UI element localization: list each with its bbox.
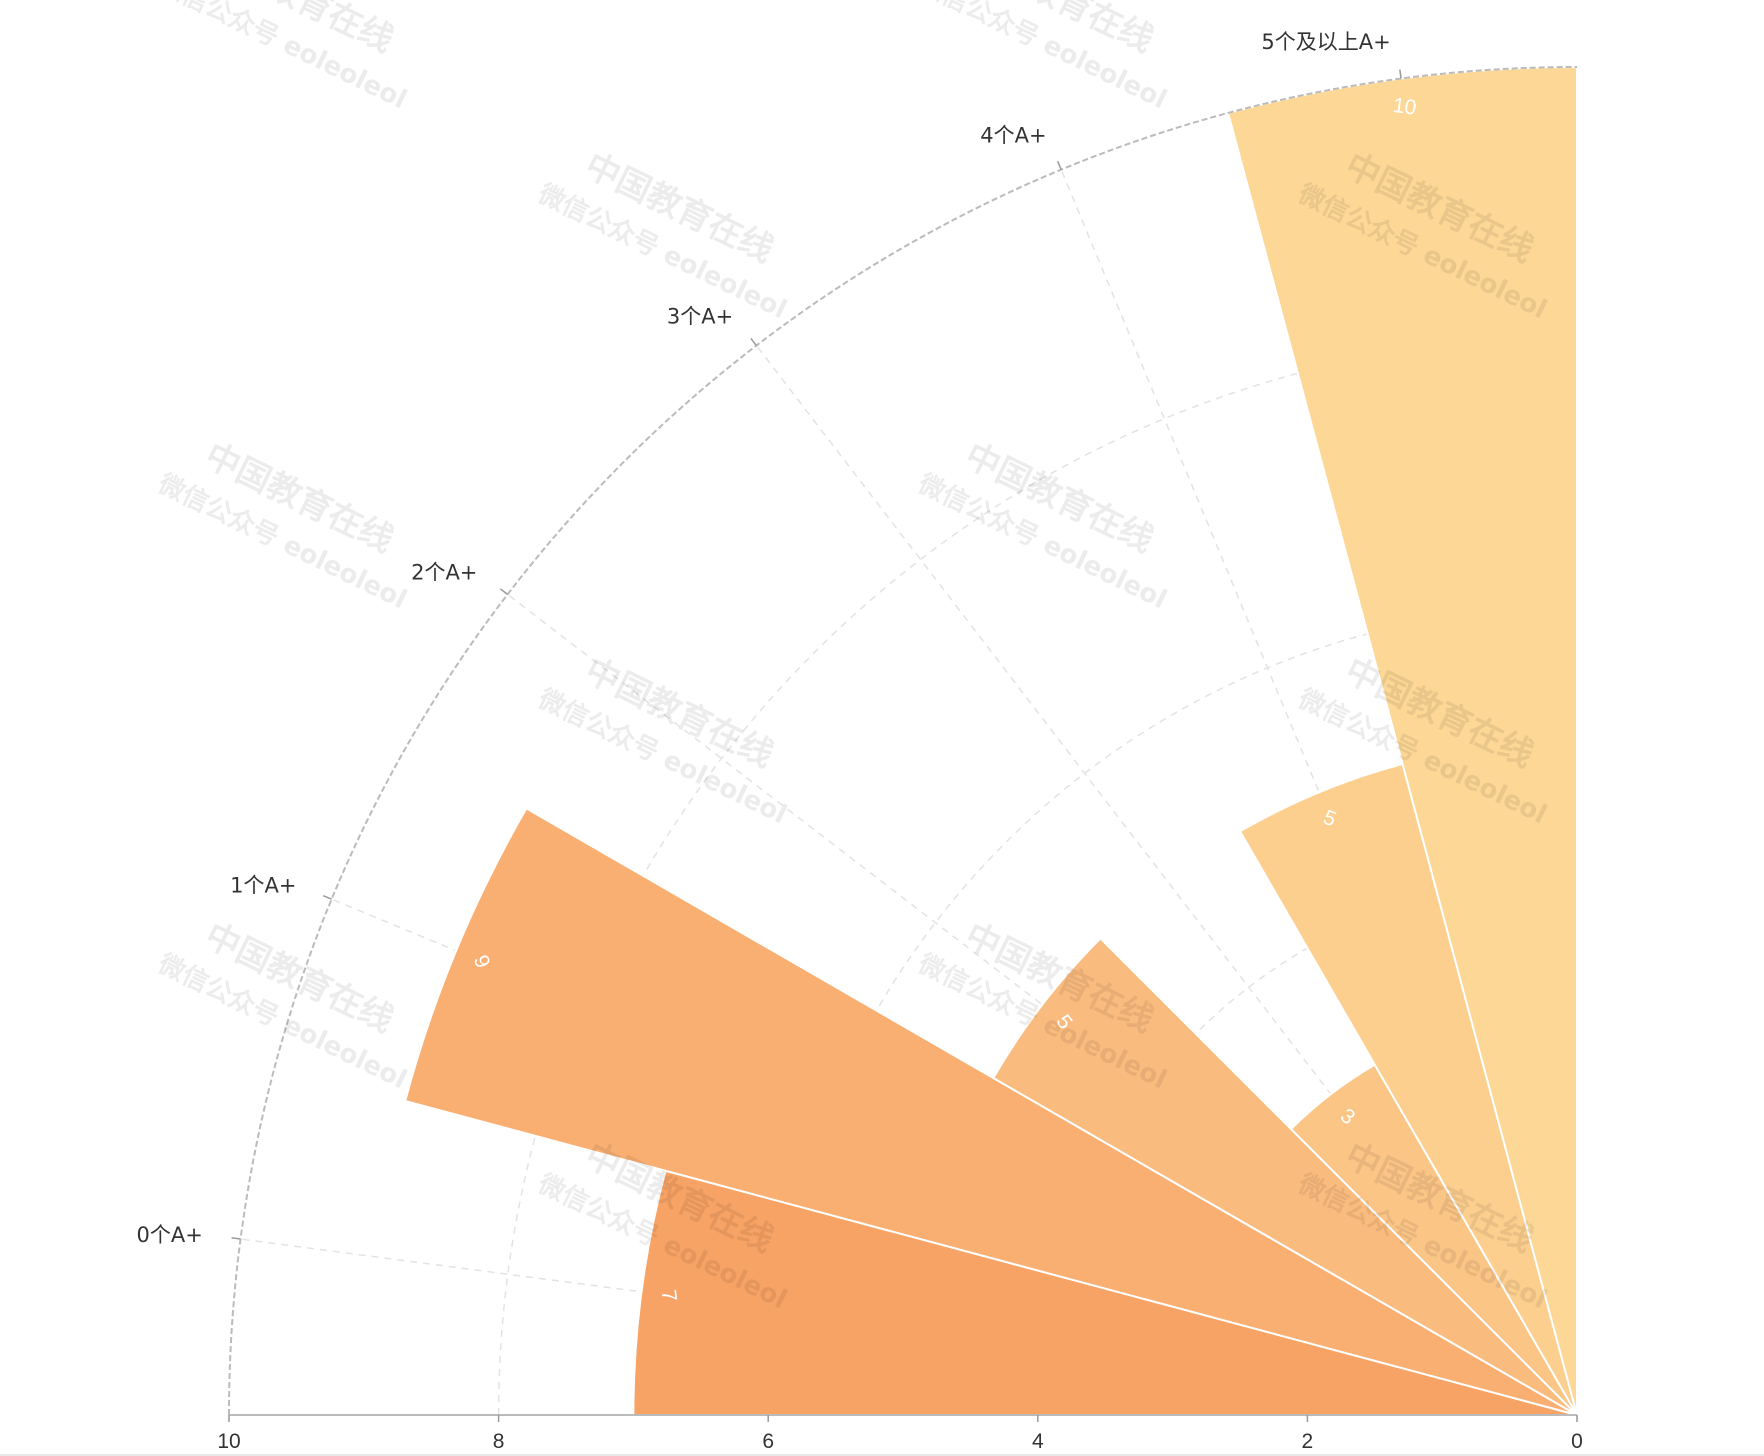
category-label-2: 2个A+	[411, 560, 477, 584]
value-label-0: 7	[657, 1288, 681, 1303]
bar-sector-4	[1238, 762, 1578, 1416]
category-label-4: 4个A+	[980, 124, 1046, 148]
bottom-divider	[0, 1454, 1764, 1456]
bar-sector-2	[991, 936, 1578, 1416]
bar-sector-1	[403, 807, 1578, 1416]
category-label-5: 5个及以上A+	[1261, 30, 1390, 54]
category-label-1: 1个A+	[230, 874, 296, 898]
category-label-0: 0个A+	[137, 1223, 203, 1247]
angle-tick	[1399, 69, 1402, 79]
value-label-5: 10	[1392, 94, 1418, 120]
radius-tick-label: 10	[217, 1430, 240, 1453]
radius-tick-label: 6	[762, 1430, 774, 1453]
axes	[228, 66, 1578, 1422]
radius-tick-label: 4	[1032, 1430, 1044, 1453]
angle-tick	[750, 337, 757, 347]
angle-tick	[1057, 161, 1062, 170]
radius-tick-label: 2	[1302, 1430, 1314, 1453]
angle-tick	[231, 1237, 241, 1240]
angle-tick	[323, 895, 332, 900]
bar-sector-0	[632, 1169, 1578, 1416]
grid-arc	[497, 335, 1578, 1416]
bars	[403, 65, 1578, 1416]
radius-tick-label: 8	[493, 1430, 505, 1453]
angle-tick	[499, 588, 509, 595]
angle-axis-arc	[228, 66, 1578, 1416]
category-label-3: 3个A+	[667, 304, 733, 328]
radius-tick-label: 0	[1571, 1430, 1583, 1453]
